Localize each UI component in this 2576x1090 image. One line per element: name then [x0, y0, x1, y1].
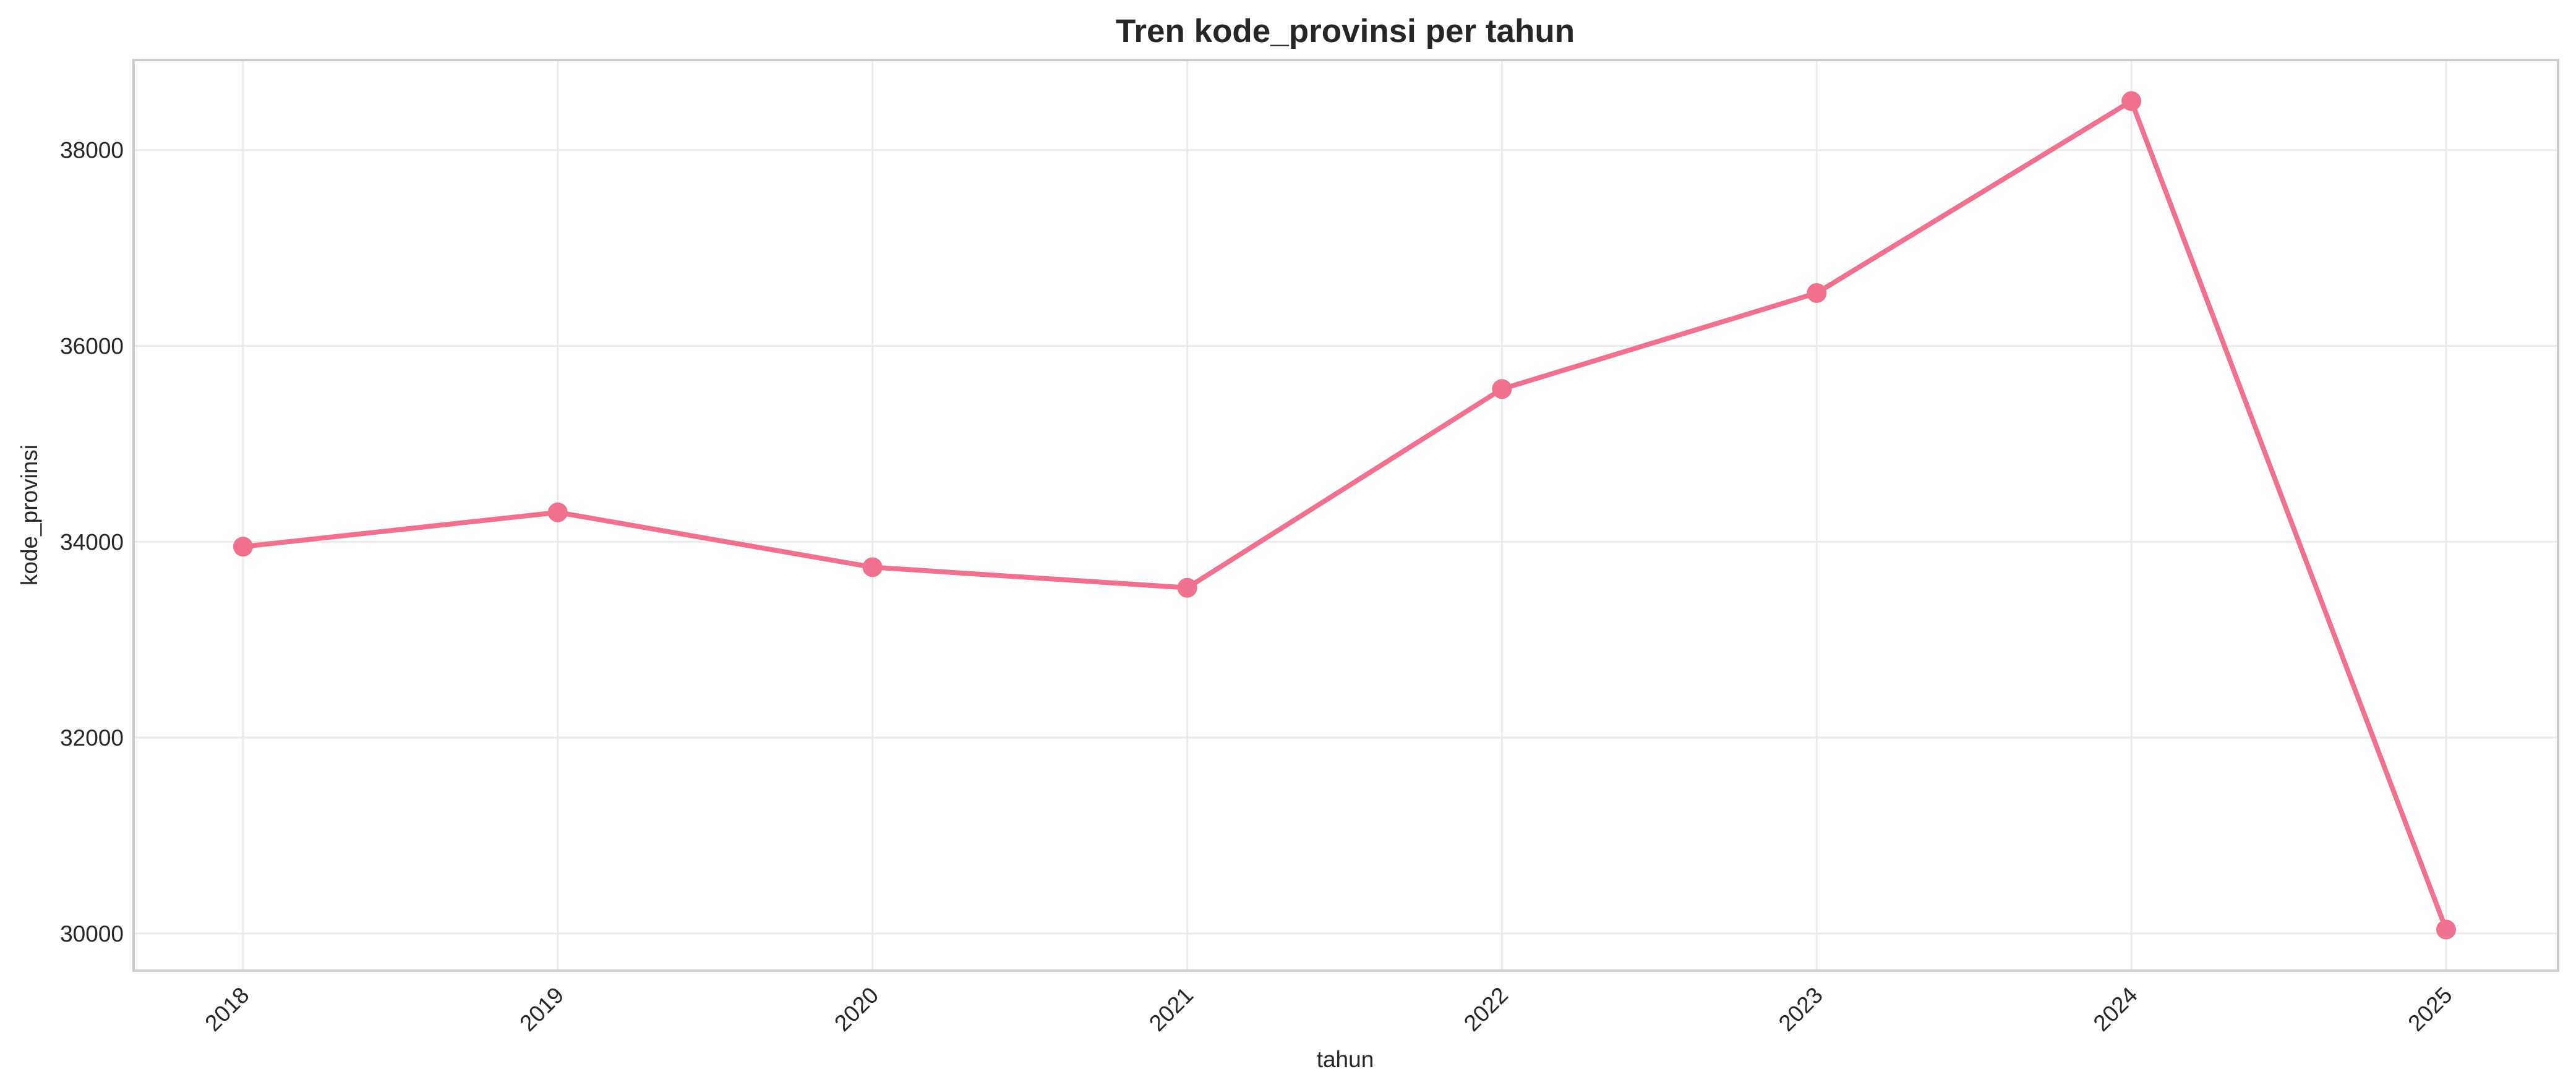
y-tick-label: 34000	[60, 529, 124, 555]
x-axis-label: tahun	[1317, 1047, 1374, 1072]
series-line	[241, 98, 2449, 932]
y-axis-label: kode_provinsi	[17, 445, 42, 585]
x-tick-label: 2019	[515, 982, 568, 1036]
x-tick-label: 2025	[2403, 982, 2457, 1036]
data-point	[233, 537, 253, 557]
x-tick-label: 2023	[1774, 982, 1828, 1036]
plot-frame	[132, 59, 2559, 972]
grid-lines	[134, 60, 2558, 971]
x-tick-label: 2020	[829, 982, 883, 1036]
y-axis-ticks: 30000 32000 34000 36000 38000	[60, 138, 124, 947]
data-point	[2436, 919, 2456, 940]
data-point	[1492, 379, 1512, 399]
y-tick-label: 36000	[60, 333, 124, 359]
y-tick-label: 32000	[60, 725, 124, 751]
x-tick-label: 2022	[1459, 982, 1513, 1036]
x-tick-label: 2021	[1144, 982, 1198, 1036]
x-axis-ticks: 2018 2019 2020 2021 2022 2023 2024 2025	[200, 982, 2457, 1036]
data-point	[547, 502, 568, 522]
data-point	[1807, 283, 1827, 303]
data-point	[1177, 577, 1197, 598]
x-tick-label: 2018	[200, 982, 254, 1036]
data-point	[2121, 91, 2142, 111]
x-tick-label: 2024	[2089, 982, 2142, 1036]
y-tick-label: 38000	[60, 138, 124, 163]
y-tick-label: 30000	[60, 921, 124, 947]
data-point	[862, 557, 883, 577]
series-layer	[233, 91, 2456, 940]
chart-title: Tren kode_provinsi per tahun	[1116, 13, 1575, 49]
